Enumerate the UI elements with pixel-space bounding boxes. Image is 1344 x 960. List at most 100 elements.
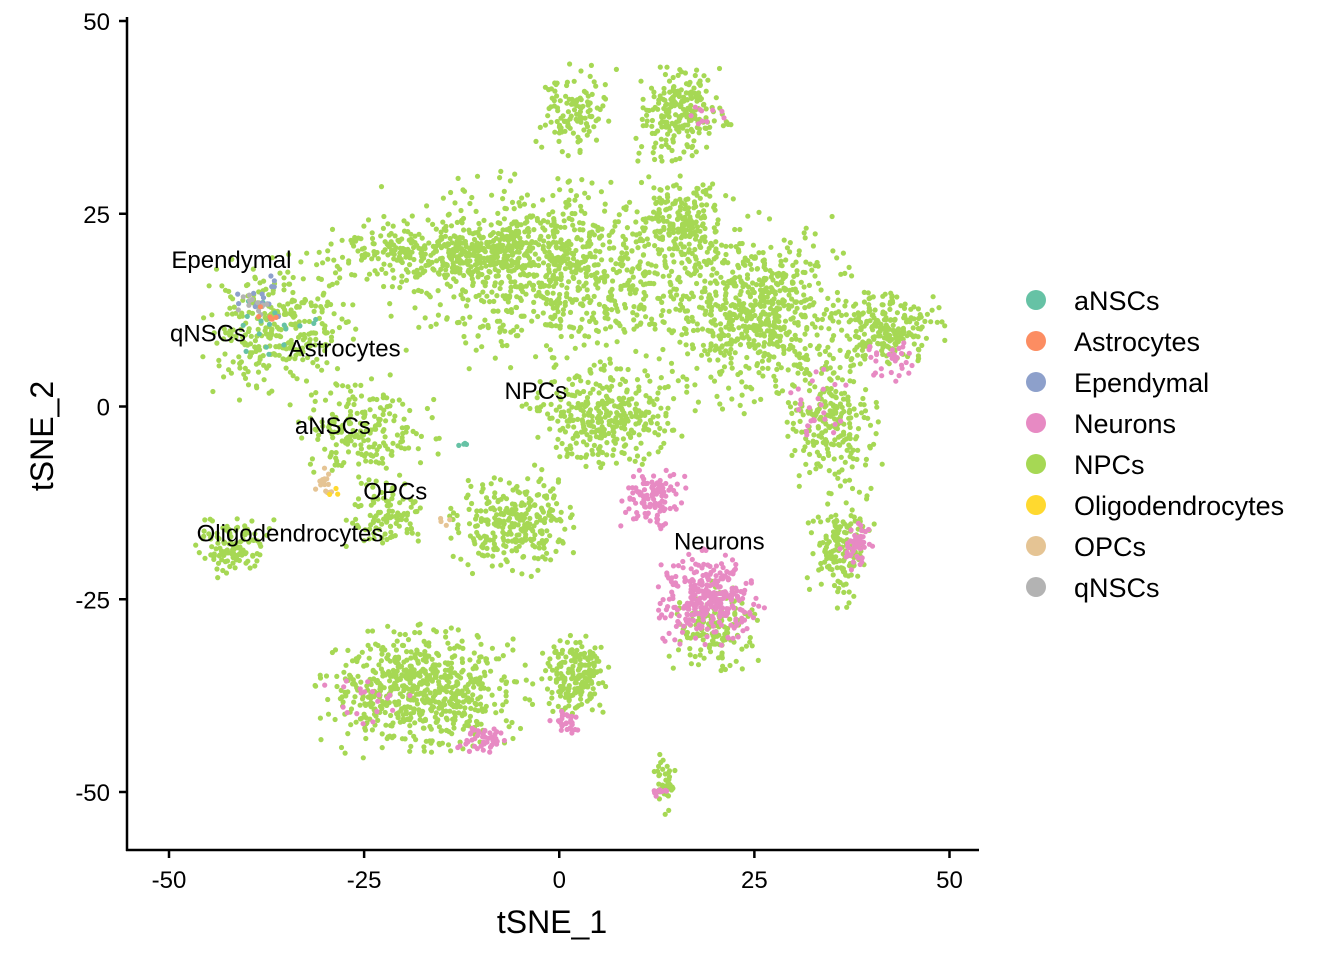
point-npcs (870, 327, 876, 333)
point-npcs (320, 423, 326, 429)
point-npcs (457, 739, 463, 745)
point-npcs (568, 187, 574, 194)
point-npcs (646, 269, 652, 275)
point-npcs (463, 495, 470, 501)
point-npcs (856, 314, 862, 320)
point-npcs (474, 508, 480, 514)
point-npcs (385, 252, 391, 258)
point-npcs (783, 257, 789, 263)
point-npcs (765, 352, 771, 358)
point-npcs (630, 274, 636, 280)
point-npcs (569, 333, 575, 339)
point-npcs (857, 342, 863, 348)
point-npcs (297, 351, 303, 357)
point-npcs (763, 285, 770, 291)
point-npcs (715, 250, 721, 256)
point-npcs (506, 530, 513, 536)
point-npcs (543, 537, 550, 543)
point-npcs (405, 637, 412, 643)
point-npcs (498, 562, 504, 568)
point-npcs (810, 302, 816, 308)
point-npcs (217, 545, 223, 551)
point-npcs (681, 325, 688, 332)
point-npcs (384, 404, 390, 410)
point-npcs (660, 308, 666, 314)
point-npcs (489, 248, 495, 255)
point-npcs (725, 332, 732, 338)
point-npcs (567, 324, 573, 330)
point-npcs (498, 326, 504, 332)
point-npcs (465, 689, 471, 695)
point-npcs (810, 243, 817, 249)
point-npcs (593, 83, 599, 89)
point-npcs (448, 625, 454, 631)
point-npcs (414, 648, 420, 654)
point-npcs (648, 85, 655, 91)
point-npcs (578, 429, 585, 435)
point-npcs (782, 286, 789, 292)
point-npcs (530, 203, 537, 209)
point-npcs (636, 150, 642, 156)
point-npcs (269, 255, 275, 261)
point-npcs (752, 254, 758, 260)
point-npcs (602, 277, 608, 283)
point-npcs (315, 436, 321, 442)
point-npcs (334, 673, 340, 680)
point-npcs (923, 335, 930, 341)
point-npcs (598, 233, 605, 239)
point-npcs (696, 90, 702, 96)
point-npcs (657, 425, 663, 431)
point-npcs (584, 432, 590, 438)
point-npcs (851, 406, 857, 412)
point-npcs (676, 102, 682, 108)
point-npcs (595, 262, 601, 268)
point-npcs (333, 381, 339, 387)
point-npcs (521, 252, 528, 258)
point-npcs (433, 719, 439, 726)
point-npcs (692, 382, 698, 388)
point-npcs (785, 433, 791, 439)
point-npcs (401, 667, 407, 674)
point-npcs (587, 299, 593, 306)
point-npcs (536, 492, 542, 498)
point-npcs (643, 353, 649, 359)
point-npcs (589, 113, 595, 119)
point-npcs (430, 250, 437, 256)
point-npcs (688, 126, 694, 132)
point-npcs (552, 129, 558, 135)
point-npcs (356, 461, 362, 467)
point-npcs (829, 213, 835, 220)
point-npcs (728, 355, 734, 361)
point-npcs (467, 270, 473, 276)
point-npcs (564, 82, 570, 89)
point-npcs (841, 558, 847, 564)
point-npcs (843, 500, 849, 506)
point-npcs (675, 378, 681, 384)
point-npcs (413, 737, 419, 743)
point-npcs (469, 194, 475, 201)
point-npcs (570, 417, 576, 423)
point-npcs (440, 702, 446, 708)
point-npcs (489, 231, 495, 237)
point-npcs (640, 96, 646, 102)
point-npcs (380, 411, 386, 418)
point-npcs (749, 266, 755, 272)
point-npcs (843, 530, 849, 536)
point-npcs (699, 202, 705, 208)
point-npcs (543, 343, 550, 349)
point-npcs (254, 385, 260, 391)
point-npcs (378, 184, 385, 190)
point-npcs (560, 211, 566, 217)
point-npcs (708, 374, 714, 380)
point-npcs (554, 118, 560, 125)
point-npcs (622, 236, 629, 243)
point-npcs (474, 240, 480, 246)
point-npcs (308, 300, 314, 306)
point-npcs (367, 646, 374, 652)
point-npcs (459, 638, 465, 644)
point-npcs (291, 310, 297, 316)
point-npcs (513, 485, 519, 491)
point-npcs (699, 305, 705, 311)
point-npcs (637, 231, 643, 237)
point-npcs (544, 550, 550, 556)
